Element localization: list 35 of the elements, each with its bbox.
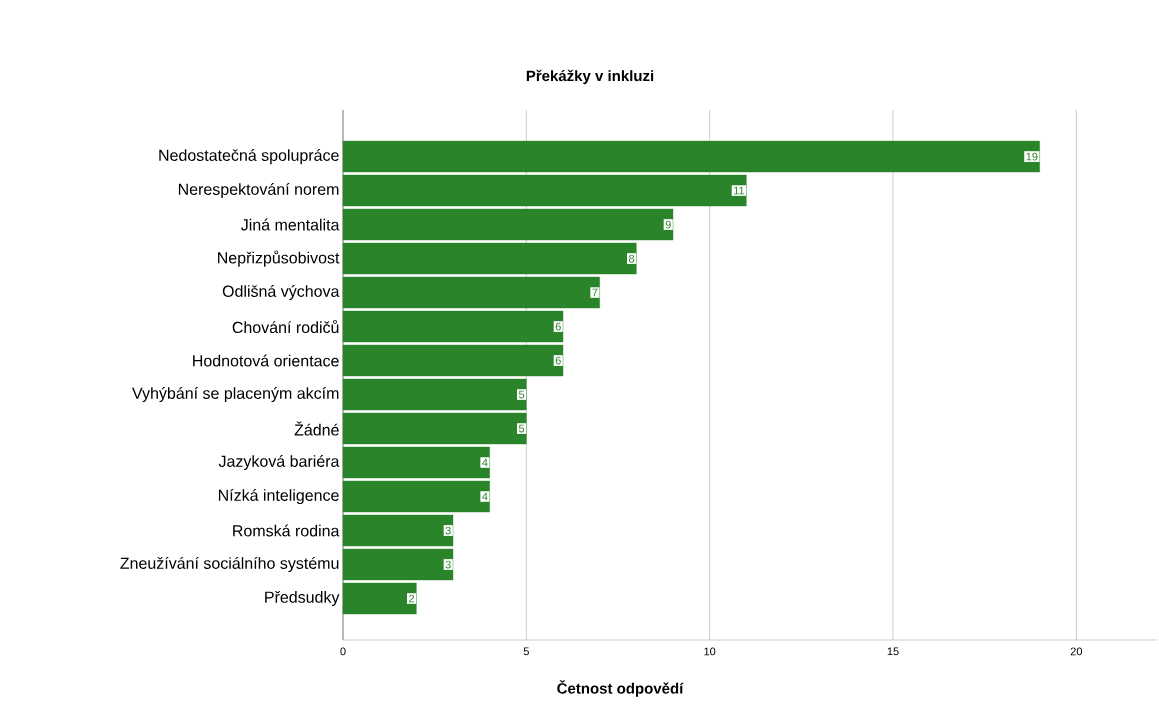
y-tick-label: Odlišná výchova [222, 285, 340, 301]
y-tick-label: Žádné [294, 421, 339, 436]
y-tick-label: Chování rodičů [232, 320, 339, 334]
data-label: 2 [409, 594, 415, 603]
y-tick-label: Vyhýbání se placeným akcím [132, 387, 339, 403]
y-tick-label: Jiná mentalita [241, 218, 340, 231]
y-tick-label: Zneužívání sociálního systému [120, 556, 339, 573]
x-tick-label: 15 [887, 647, 899, 656]
data-label: 11 [734, 186, 745, 195]
y-tick-label: Nerespektování norem [178, 183, 339, 199]
x-tick-label: 10 [704, 647, 716, 656]
y-tick-label: Předsudky [265, 591, 340, 607]
y-tick-label: Hodnotová orientace [193, 354, 339, 367]
data-label: 8 [628, 254, 635, 263]
data-label: 9 [665, 220, 671, 229]
x-axis-title: Četnost odpovědí [557, 680, 684, 697]
data-label: 5 [518, 424, 525, 433]
y-tick-label: Nepřizpůsobivost [218, 250, 340, 267]
y-tick-label: Nedostatečná spolupráce [159, 149, 339, 165]
y-tick-label: Nízká inteligence [218, 488, 339, 505]
data-label: 7 [592, 288, 598, 297]
chart-title: Překážky v inkluzi [526, 69, 654, 85]
x-tick-label: 5 [523, 647, 529, 656]
y-tick-label: Romská rodina [233, 524, 340, 537]
data-label: 6 [555, 322, 561, 331]
data-label: 19 [1026, 152, 1038, 161]
data-label: 4 [482, 458, 488, 467]
x-tick-label: 20 [1070, 647, 1083, 656]
data-label: 6 [555, 356, 561, 365]
y-tick-label: Jazyková bariéra [218, 454, 340, 471]
data-label: 3 [445, 560, 451, 569]
data-label: 4 [482, 492, 488, 501]
data-label: 3 [445, 526, 451, 535]
x-tick-label: 0 [340, 647, 346, 656]
data-label: 5 [518, 390, 525, 399]
